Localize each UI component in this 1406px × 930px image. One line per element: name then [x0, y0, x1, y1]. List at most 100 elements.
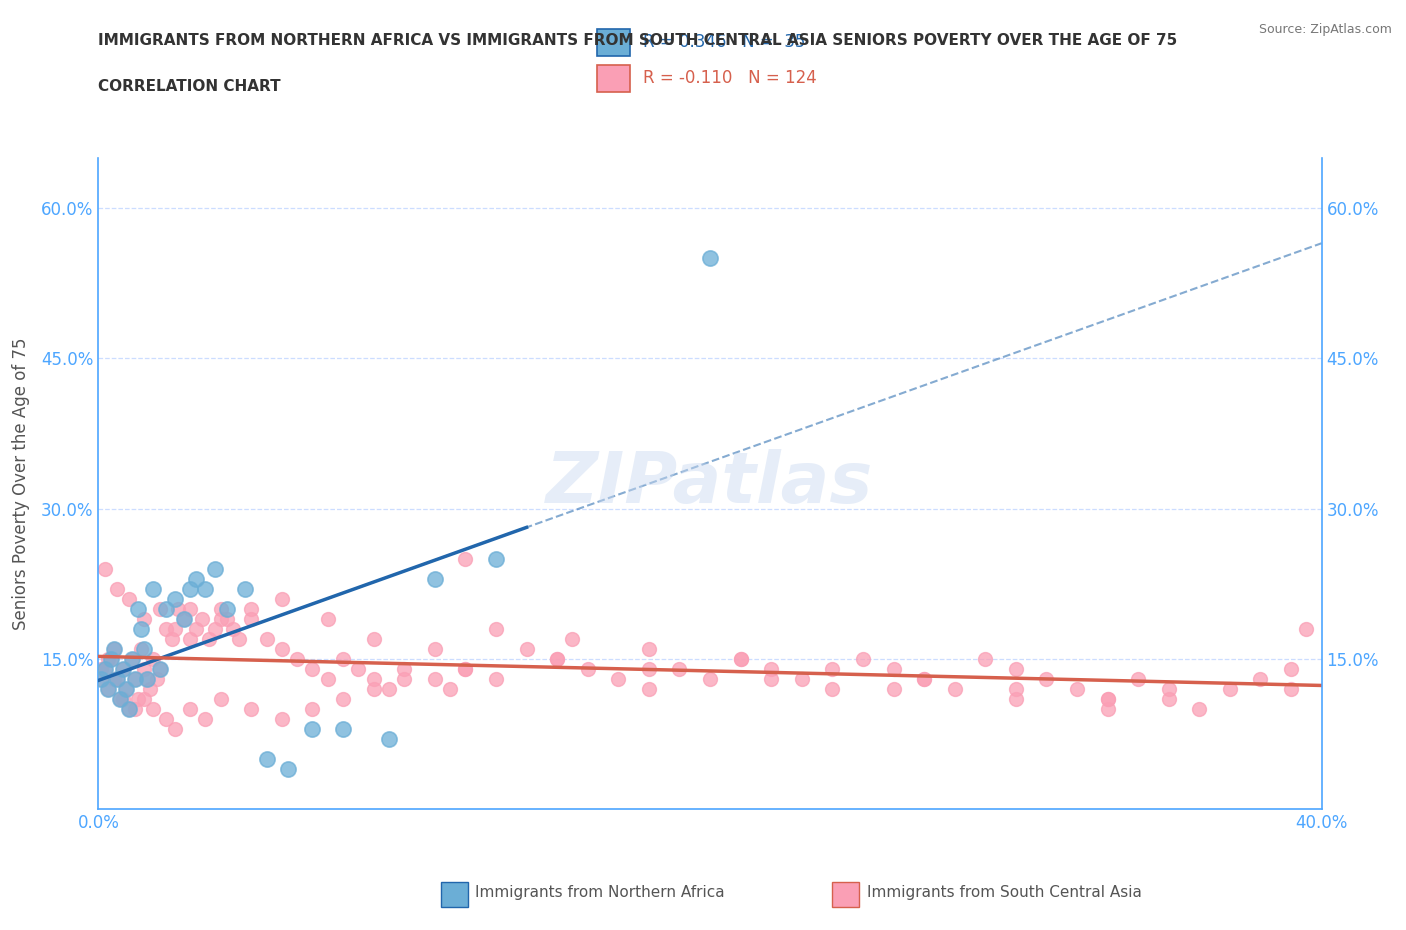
Point — [149, 602, 172, 617]
Point — [134, 642, 156, 657]
Point — [301, 701, 323, 716]
Point — [142, 581, 165, 596]
Point — [111, 661, 134, 676]
Point — [1035, 671, 1057, 686]
Point — [270, 591, 292, 606]
Point — [378, 732, 401, 747]
Point — [121, 651, 143, 666]
Point — [136, 671, 159, 686]
Point — [516, 642, 538, 657]
Point — [127, 602, 149, 617]
Point — [179, 602, 201, 617]
Point — [423, 671, 446, 686]
Bar — [441, 882, 468, 907]
Point — [699, 671, 721, 686]
Point — [392, 671, 416, 686]
Point — [93, 562, 115, 577]
Point — [454, 551, 477, 566]
Point — [485, 551, 508, 566]
Point — [108, 692, 131, 707]
Point — [173, 611, 195, 626]
Text: CORRELATION CHART: CORRELATION CHART — [98, 79, 281, 94]
Point — [1188, 701, 1211, 716]
Point — [363, 682, 385, 697]
Point — [1004, 682, 1026, 697]
Point — [363, 671, 385, 686]
FancyBboxPatch shape — [598, 65, 630, 91]
Point — [163, 621, 186, 636]
Point — [136, 671, 159, 686]
Point — [163, 722, 186, 737]
Point — [1157, 692, 1180, 707]
Point — [332, 651, 354, 666]
Point — [883, 682, 905, 697]
Point — [790, 671, 813, 686]
Point — [97, 682, 120, 697]
Point — [270, 642, 292, 657]
Point — [912, 671, 935, 686]
Point — [974, 651, 997, 666]
Point — [105, 671, 128, 686]
Point — [546, 651, 568, 666]
Point — [209, 602, 232, 617]
Point — [439, 682, 461, 697]
Point — [759, 671, 782, 686]
Point — [883, 661, 905, 676]
Text: Source: ZipAtlas.com: Source: ZipAtlas.com — [1258, 23, 1392, 36]
Point — [485, 671, 508, 686]
Point — [1249, 671, 1271, 686]
Point — [256, 631, 278, 646]
Point — [97, 682, 120, 697]
Point — [93, 661, 115, 676]
Text: R = 0.346   N =  35: R = 0.346 N = 35 — [644, 33, 806, 51]
Point — [129, 621, 152, 636]
Y-axis label: Seniors Poverty Over the Age of 75: Seniors Poverty Over the Age of 75 — [11, 338, 30, 630]
Point — [105, 671, 128, 686]
Point — [142, 651, 165, 666]
Point — [301, 722, 323, 737]
Point — [194, 711, 217, 726]
Point — [97, 651, 120, 666]
Point — [1219, 682, 1241, 697]
Text: Immigrants from South Central Asia: Immigrants from South Central Asia — [866, 885, 1142, 900]
Point — [668, 661, 690, 676]
Bar — [832, 882, 859, 907]
Point — [155, 711, 177, 726]
Point — [699, 251, 721, 266]
Point — [301, 661, 323, 676]
Point — [111, 661, 134, 676]
Point — [454, 661, 477, 676]
Point — [228, 631, 250, 646]
Point — [240, 602, 263, 617]
Text: R = -0.110   N = 124: R = -0.110 N = 124 — [644, 69, 817, 87]
Point — [100, 651, 122, 666]
Point — [233, 581, 256, 596]
Point — [454, 661, 477, 676]
Point — [108, 692, 131, 707]
Point — [118, 701, 141, 716]
Point — [332, 722, 354, 737]
Point — [1279, 682, 1302, 697]
Point — [167, 602, 190, 617]
Point — [197, 631, 219, 646]
Point — [215, 602, 238, 617]
Point — [240, 701, 263, 716]
Point — [576, 661, 599, 676]
Point — [215, 611, 238, 626]
Point — [149, 661, 172, 676]
Point — [1097, 692, 1119, 707]
Point — [392, 661, 416, 676]
Point — [173, 611, 195, 626]
Point — [155, 602, 177, 617]
Point — [105, 581, 128, 596]
Point — [277, 762, 299, 777]
Point — [240, 611, 263, 626]
Point — [209, 611, 232, 626]
Point — [186, 571, 208, 586]
Point — [139, 682, 162, 697]
Point — [204, 621, 226, 636]
Point — [1295, 621, 1317, 636]
Point — [485, 621, 508, 636]
FancyBboxPatch shape — [598, 29, 630, 56]
Point — [121, 651, 143, 666]
